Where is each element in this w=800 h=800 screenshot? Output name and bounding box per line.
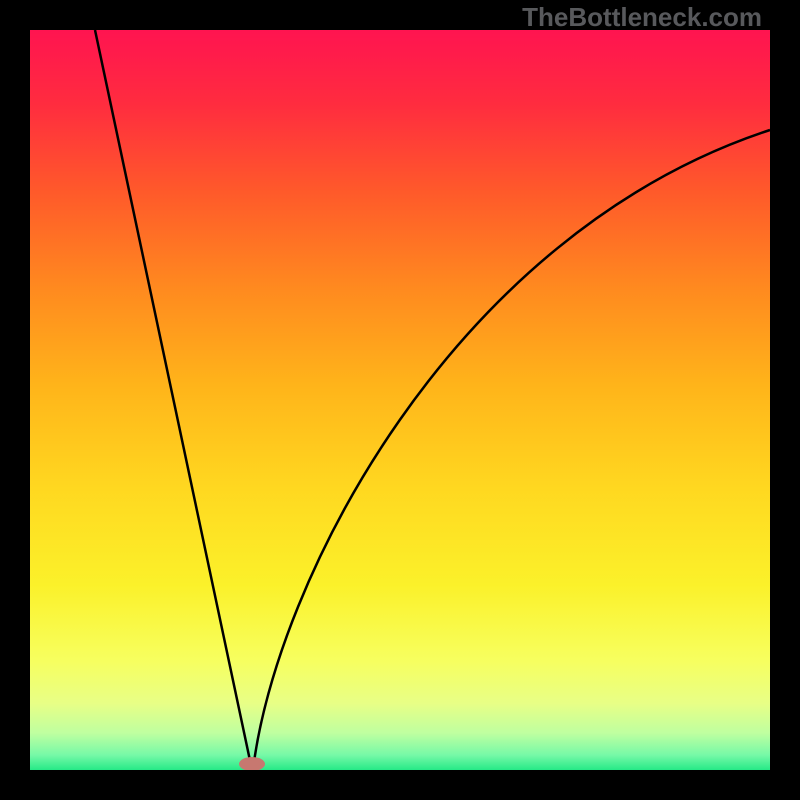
figure-root: TheBottleneck.com [0, 0, 800, 800]
curve-right-branch [253, 130, 770, 770]
watermark-text: TheBottleneck.com [522, 2, 762, 33]
bottleneck-curve [30, 30, 770, 770]
curve-left-branch [95, 30, 252, 770]
optimal-marker [239, 757, 265, 770]
plot-area [30, 30, 770, 770]
